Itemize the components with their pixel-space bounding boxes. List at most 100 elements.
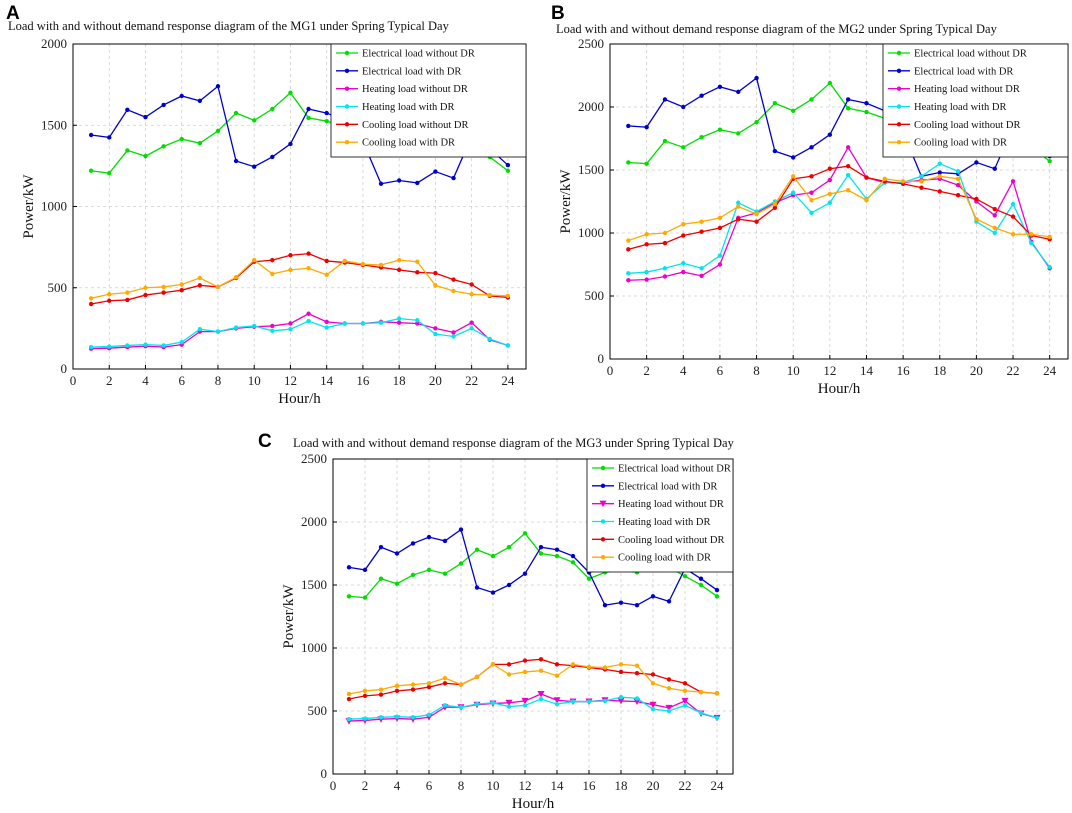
data-point [346,716,352,722]
x-tick-label: 2 [643,363,650,378]
series-line [628,146,1051,281]
data-point [714,715,720,721]
data-point [378,715,384,720]
series-line [628,76,1051,178]
data-point [107,170,112,176]
x-tick-label: 0 [70,373,77,388]
data-point [864,175,869,180]
data-point [378,181,384,186]
data-point [662,230,668,236]
x-tick-label: 22 [1007,363,1020,378]
x-tick-label: 16 [356,373,370,388]
x-tick-label: 16 [897,363,911,378]
data-point [342,258,347,264]
data-point [125,148,130,153]
data-point [845,172,851,178]
data-point [937,174,942,179]
data-point [362,595,368,600]
data-point [288,321,293,326]
data-point [827,166,833,171]
data-point [682,703,688,708]
series-cooling-with [88,257,511,301]
data-point [288,267,293,273]
series-line [628,175,1050,242]
x-tick-label: 14 [551,778,565,793]
x-tick-label: 22 [679,778,692,793]
legend-label: Heating load without DR [914,84,1020,95]
data-point [919,185,924,190]
data-point [649,701,657,709]
series-line [348,696,718,720]
data-point [827,132,833,137]
data-point [252,118,257,123]
data-point [324,118,329,124]
chart-title: Load with and without demand response di… [556,22,998,36]
data-point [682,681,688,686]
data-point [469,292,474,297]
data-point [415,180,420,186]
data-point [458,561,464,566]
data-point [570,699,576,704]
legend-label: Heating load without DR [618,499,724,510]
data-point [617,697,625,705]
chart-title: Load with and without demand response di… [8,19,450,33]
data-point [1010,201,1016,207]
data-point [522,658,528,663]
data-point [505,699,513,707]
y-tick-label: 2000 [301,514,327,529]
data-point [143,292,148,298]
x-tick-label: 2 [106,373,113,388]
x-tick-label: 8 [215,373,222,388]
series-heating-with [626,161,1052,276]
data-point [955,193,961,198]
y-tick-label: 2000 [578,99,604,114]
data-point [791,190,796,195]
series-line [348,693,718,722]
data-point [937,189,942,194]
x-tick-label: 4 [394,778,401,793]
plot-frame [332,458,734,775]
data-point [586,576,592,581]
data-point [698,710,704,716]
legend-marker [344,68,350,74]
x-tick-label: 12 [284,373,297,388]
data-point [772,205,778,210]
data-point [410,687,416,692]
data-point [634,696,640,701]
data-point [107,298,112,303]
x-tick-label: 18 [393,373,406,388]
data-point [451,288,456,294]
data-point [270,106,275,112]
legend-item: Electrical load with DR [592,481,717,492]
data-point [662,266,668,271]
data-point [602,602,608,608]
legend-label: Heating load with DR [618,517,710,528]
legend-marker [896,122,902,127]
legend-label: Cooling load without DR [618,535,724,546]
data-point [538,551,544,556]
data-point [288,141,293,147]
data-point [644,269,649,275]
data-point [288,253,293,258]
legend-item: Heating load without DR [888,84,1020,95]
data-point [197,275,203,281]
data-point [554,553,560,559]
data-point [270,271,275,277]
data-point [714,691,720,696]
series-line [91,317,509,348]
data-point [161,343,166,348]
y-tick-label: 500 [48,280,68,295]
data-point [505,162,511,168]
x-tick-label: 24 [1043,363,1057,378]
data-point [426,684,432,690]
series-line [90,259,508,299]
data-point [644,161,649,166]
data-point [809,198,814,203]
legend-marker [896,139,902,145]
data-point [736,89,741,95]
data-point [845,145,851,150]
data-point [215,329,221,334]
data-point [538,657,544,662]
data-point [458,527,464,532]
data-point [346,696,352,702]
